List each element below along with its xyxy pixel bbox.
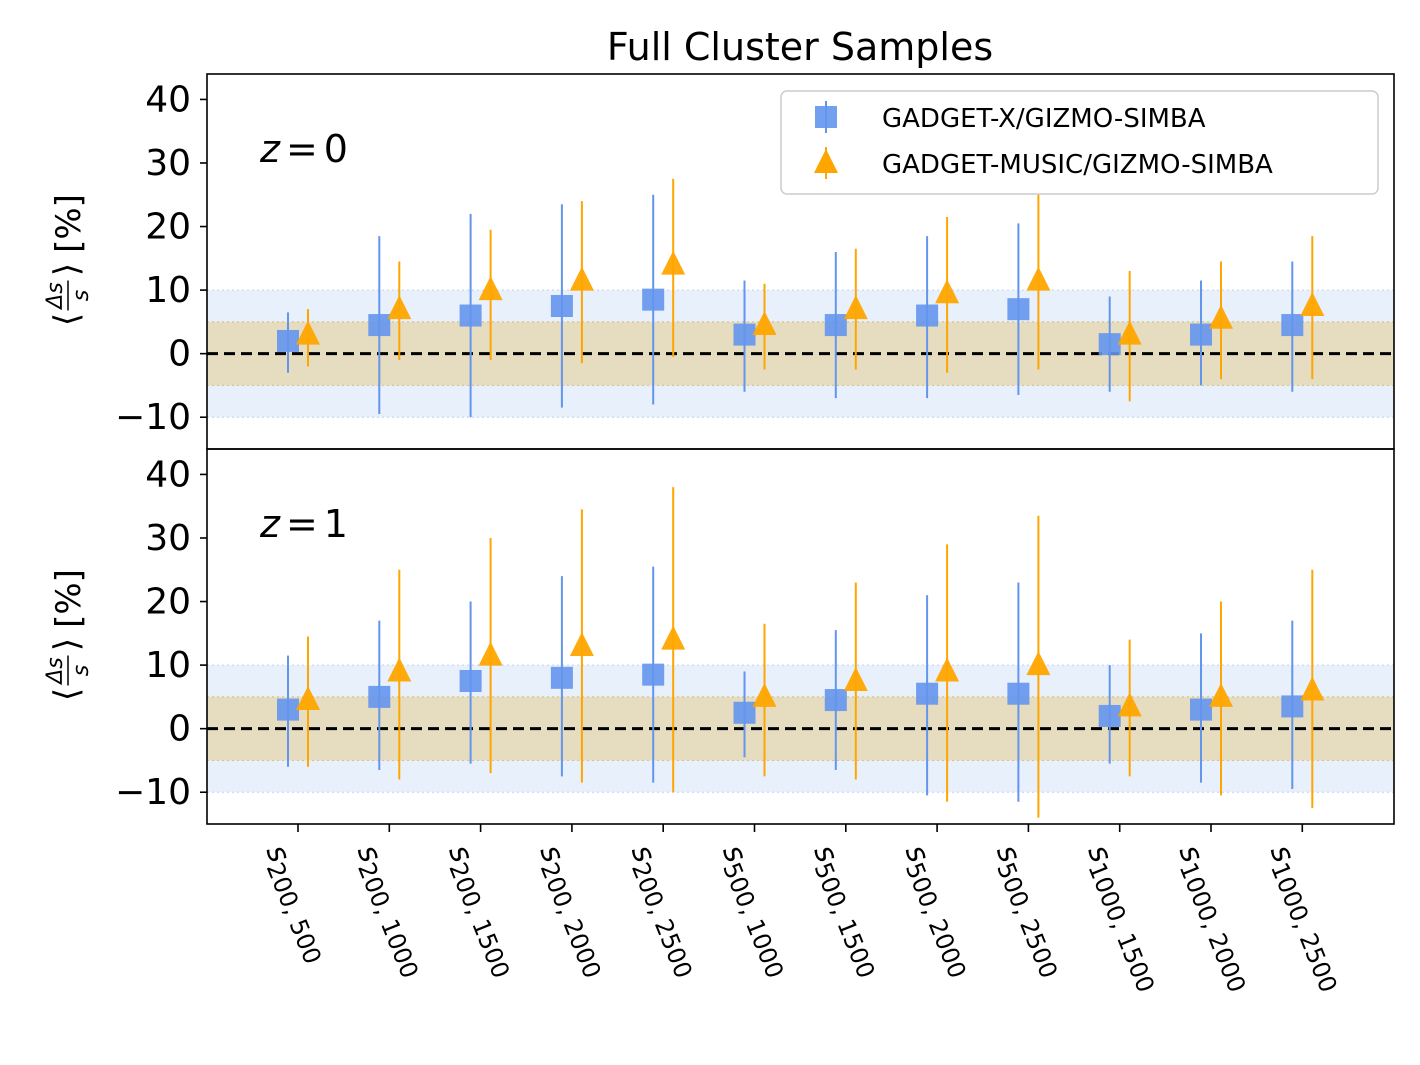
panel-annotation: z = 0 — [259, 127, 348, 171]
y-tick-label: 20 — [145, 207, 191, 248]
x-tick-label: s500, 1500 — [803, 840, 891, 982]
data-point-triangle — [387, 295, 412, 320]
data-point-square — [1098, 333, 1121, 356]
x-tick-label: s500, 2500 — [985, 840, 1073, 982]
data-point-square — [1007, 682, 1030, 705]
y-axis-label-denominator: s — [69, 665, 94, 676]
y-tick-label: 40 — [145, 454, 191, 495]
data-point-triangle — [752, 682, 777, 707]
data-point-square — [277, 329, 299, 352]
data-point-square — [459, 304, 482, 327]
y-axis-label-unit: [%] — [49, 569, 89, 628]
data-point-square — [1190, 698, 1212, 721]
y-axis-label: ⟨ Δs s ⟩ [%] — [43, 194, 94, 326]
x-tick-label: s200, 2000 — [529, 840, 617, 982]
data-point-triangle — [752, 311, 777, 336]
data-point-triangle — [478, 641, 503, 666]
panel-z1: −10 0 10 20 30 40 ⟨ Δs s ⟩ [%] z = 1 — [43, 448, 1395, 825]
data-point-triangle — [935, 657, 960, 682]
data-point-square — [824, 314, 847, 337]
data-point-square — [368, 685, 391, 708]
y-tick-label: 0 — [168, 334, 191, 375]
data-point-triangle — [843, 666, 868, 691]
data-point-triangle — [1026, 266, 1051, 291]
legend-box — [780, 90, 1379, 195]
y-tick-label: 30 — [145, 143, 191, 184]
y-axis-label-numerator: Δs — [43, 282, 68, 311]
y-axis-label-unit: [%] — [49, 194, 89, 253]
data-point-square — [1007, 298, 1030, 321]
y-tick-label: −10 — [115, 772, 191, 813]
y-tick-label: −10 — [115, 397, 191, 438]
y-tick-label: 10 — [145, 645, 191, 686]
panel-frame — [206, 448, 1395, 825]
data-point-square — [642, 288, 665, 311]
data-point-triangle — [1026, 651, 1051, 676]
x-tick-label: s1000, 2500 — [1259, 840, 1352, 997]
data-point-square — [733, 323, 756, 346]
y-axis-label-bracket: ⟩ — [47, 638, 87, 651]
legend: GADGET-X/GIZMO-SIMBA GADGET-MUSIC/GIZMO-S… — [780, 90, 1379, 195]
x-tick-label: s200, 1000 — [346, 840, 434, 982]
panel-annotation: z = 1 — [259, 502, 348, 546]
data-point-triangle — [1117, 692, 1142, 717]
y-axis-label-numerator: Δs — [43, 657, 68, 686]
data-point-square — [916, 304, 939, 327]
x-tick-label: s200, 1500 — [437, 840, 525, 982]
data-point-triangle — [843, 295, 868, 320]
data-point-triangle — [569, 632, 594, 657]
data-point-square — [824, 689, 847, 712]
data-point-square — [1190, 323, 1212, 346]
legend-label: GADGET-X/GIZMO-SIMBA — [882, 104, 1206, 134]
x-tick-label: s200, 500 — [255, 840, 337, 968]
x-tick-label: s500, 2000 — [894, 840, 982, 982]
data-point-triangle — [661, 625, 686, 650]
data-point-square — [1281, 695, 1304, 718]
data-point-triangle — [296, 686, 320, 711]
data-point-square — [459, 669, 482, 692]
data-point-triangle — [387, 657, 412, 682]
data-point-triangle — [1300, 291, 1325, 316]
x-tick-label: s200, 2500 — [620, 840, 708, 982]
data-point-square — [550, 294, 573, 317]
data-point-square — [916, 682, 939, 705]
data-point-triangle — [661, 250, 686, 275]
data-point-triangle — [478, 276, 503, 301]
panel-z0: −10 0 10 20 30 40 ⟨ Δs s ⟩ [%] z = 0 — [43, 73, 1395, 450]
y-axis-label: ⟨ Δs s ⟩ [%] — [43, 569, 94, 701]
data-point-triangle — [1209, 682, 1233, 707]
data-point-triangle — [569, 266, 594, 291]
y-tick-label: 30 — [145, 518, 191, 559]
data-point-triangle — [935, 279, 960, 304]
y-tick-label: 0 — [168, 709, 191, 750]
data-point-triangle — [296, 320, 320, 345]
data-point-square — [1098, 704, 1121, 727]
x-tick-label: s1000, 1500 — [1077, 840, 1170, 997]
data-point-square — [642, 663, 665, 686]
y-axis-label-bracket: ⟨ — [47, 313, 87, 326]
x-tick-label: s500, 1000 — [711, 840, 799, 982]
y-tick-label: 20 — [145, 582, 191, 623]
data-point-square — [733, 701, 756, 724]
data-point-square — [277, 698, 299, 721]
data-point-triangle — [1209, 304, 1233, 329]
data-point-triangle — [1117, 320, 1142, 345]
y-tick-label: 40 — [145, 79, 191, 120]
y-axis-label-bracket: ⟨ — [47, 688, 87, 701]
legend-label: GADGET-MUSIC/GIZMO-SIMBA — [882, 150, 1273, 180]
y-tick-label: 10 — [145, 270, 191, 311]
data-point-triangle — [1300, 676, 1325, 701]
data-point-square — [550, 666, 573, 689]
x-tick-label: s1000, 2000 — [1168, 840, 1261, 997]
chart-title: Full Cluster Samples — [607, 25, 993, 69]
legend-marker-triangle — [814, 149, 838, 173]
data-point-square — [368, 314, 391, 337]
legend-marker-square — [815, 106, 837, 128]
y-axis-label-bracket: ⟩ — [47, 263, 87, 276]
y-axis-label-denominator: s — [69, 290, 94, 301]
data-point-square — [1281, 314, 1304, 337]
